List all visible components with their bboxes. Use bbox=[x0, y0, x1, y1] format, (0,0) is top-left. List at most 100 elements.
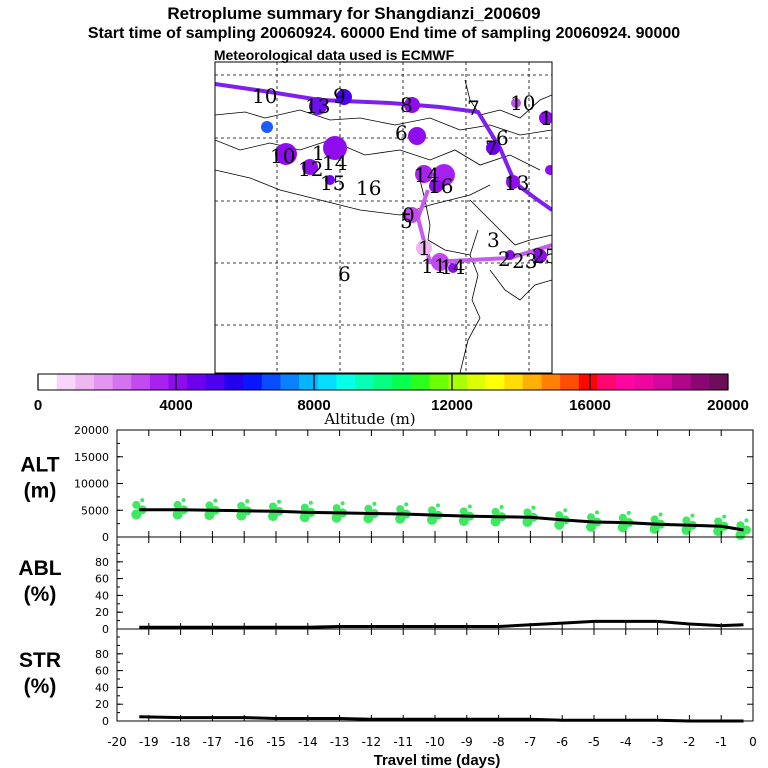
y-tick-label: 40 bbox=[95, 589, 109, 602]
map-number-label: 1 bbox=[418, 236, 431, 260]
map-number-label: 10 bbox=[252, 84, 277, 108]
map-number-label: 13 bbox=[305, 94, 330, 118]
colorbar-swatch bbox=[578, 374, 598, 390]
y-tick-label: 5000 bbox=[81, 504, 109, 517]
series-line-abl bbox=[139, 619, 744, 629]
time-series-panels: 20000 15000 10000 5000 0 ALT (m) 80 60 40 20 0 ABL (%… bbox=[18, 424, 756, 749]
map-number-label: 7 bbox=[485, 136, 498, 160]
colorbar-swatch bbox=[168, 374, 188, 390]
x-tick-label: -10 bbox=[425, 735, 445, 749]
altitude-marker bbox=[364, 504, 373, 513]
altitude-marker bbox=[523, 508, 532, 517]
x-tick-label: -1 bbox=[715, 735, 727, 749]
x-tick-label: -19 bbox=[139, 735, 159, 749]
altitude-marker bbox=[245, 499, 250, 504]
y-tick-label: 0 bbox=[102, 715, 109, 728]
panel-label: ALT bbox=[20, 454, 59, 477]
plume-marker bbox=[429, 179, 443, 193]
plume-marker bbox=[506, 175, 520, 189]
x-tick-label: 0 bbox=[749, 735, 757, 749]
colorbar-tick-label: 4000 bbox=[159, 397, 192, 414]
altitude-marker bbox=[132, 500, 141, 509]
plume-marker bbox=[323, 136, 347, 160]
map-number-label: 6 bbox=[496, 126, 509, 150]
colorbar-swatch bbox=[299, 374, 319, 390]
altitude-marker bbox=[744, 518, 749, 523]
colorbar-swatch bbox=[597, 374, 617, 390]
plume-marker bbox=[511, 98, 521, 108]
colorbar-swatch bbox=[56, 374, 76, 390]
y-tick-label: 60 bbox=[95, 665, 109, 678]
plume-marker bbox=[505, 250, 515, 260]
x-tick-label: -13 bbox=[330, 735, 350, 749]
panel-str: 80 60 40 20 0 STR (%) bbox=[19, 628, 754, 728]
altitude-marker bbox=[736, 521, 745, 530]
altitude-marker bbox=[213, 498, 218, 503]
x-tick-label: -9 bbox=[461, 735, 473, 749]
plume-marker bbox=[404, 207, 420, 223]
x-tick-label: -6 bbox=[556, 735, 568, 749]
altitude-marker bbox=[428, 506, 436, 515]
x-axis-title: Travel time (days) bbox=[374, 752, 501, 768]
y-tick-label: 10000 bbox=[74, 478, 109, 491]
colorbar-tick-label: 12000 bbox=[431, 397, 473, 414]
x-tick-label: -16 bbox=[234, 735, 254, 749]
map-number-label: 8 bbox=[400, 93, 413, 117]
x-tick-label: -15 bbox=[266, 735, 286, 749]
altitude-marker bbox=[714, 517, 723, 526]
y-tick-label: 15000 bbox=[74, 451, 109, 464]
colorbar-swatch bbox=[466, 374, 487, 390]
altitude-marker bbox=[372, 501, 377, 506]
plume-marker bbox=[336, 89, 352, 105]
colorbar-swatch bbox=[634, 374, 654, 390]
altitude-marker bbox=[269, 502, 277, 511]
plume-marker bbox=[545, 165, 552, 175]
map-graticule bbox=[215, 62, 552, 373]
x-tick-label: -20 bbox=[107, 735, 127, 749]
map-number-label: 1 bbox=[312, 141, 325, 165]
colorbar-tick-label: 0 bbox=[34, 397, 42, 414]
map-number-label: 2 bbox=[498, 247, 511, 271]
plume-marker bbox=[309, 97, 327, 115]
plume-marker bbox=[302, 159, 318, 175]
x-tick-label: -18 bbox=[171, 735, 191, 749]
plume-marker bbox=[275, 143, 297, 165]
panel-frame bbox=[116, 628, 754, 722]
panel-abl: 80 60 40 20 0 ABL (%) bbox=[18, 536, 754, 636]
map-number-label: 9 bbox=[333, 84, 346, 108]
colorbar-swatch bbox=[560, 374, 580, 390]
altitude-marker bbox=[531, 505, 536, 510]
plume-marker bbox=[416, 240, 432, 256]
plume-marker bbox=[415, 165, 433, 183]
plume-marker bbox=[486, 141, 500, 155]
sampling-time-line: Start time of sampling 20060924. 60000 E… bbox=[87, 25, 681, 42]
y-tick-label: 20 bbox=[95, 698, 109, 711]
plume-marker bbox=[533, 249, 547, 263]
plume-marker bbox=[325, 175, 335, 185]
x-tick-label: -14 bbox=[298, 735, 318, 749]
altitude-marker bbox=[277, 499, 281, 504]
y-tick-label: 0 bbox=[102, 623, 109, 636]
map-number-label: 10 bbox=[270, 144, 295, 168]
plot-title: Retroplume summary for Shangdianzi_20060… bbox=[167, 4, 541, 23]
altitude-marker bbox=[595, 510, 599, 515]
colorbar-swatch bbox=[75, 374, 95, 390]
x-tick-label: -2 bbox=[683, 735, 695, 749]
panel-label: STR bbox=[19, 649, 61, 672]
altitude-marker bbox=[467, 504, 472, 509]
map-number-label: 6 bbox=[338, 262, 351, 286]
map-number-label: 0 bbox=[402, 203, 415, 227]
map-number-label: 6 bbox=[395, 121, 408, 145]
altitude-marker bbox=[682, 516, 691, 525]
trajectory-line-old bbox=[215, 82, 552, 212]
panel-unit-label: (%) bbox=[24, 675, 57, 698]
map-number-label: 11 bbox=[421, 254, 446, 278]
colorbar-swatch bbox=[112, 374, 132, 390]
x-tick-label: -4 bbox=[620, 735, 632, 749]
colorbar-swatch bbox=[93, 374, 114, 390]
map-number-label: 16 bbox=[356, 176, 381, 200]
x-tick-label: -7 bbox=[524, 735, 536, 749]
border-line bbox=[469, 199, 552, 246]
